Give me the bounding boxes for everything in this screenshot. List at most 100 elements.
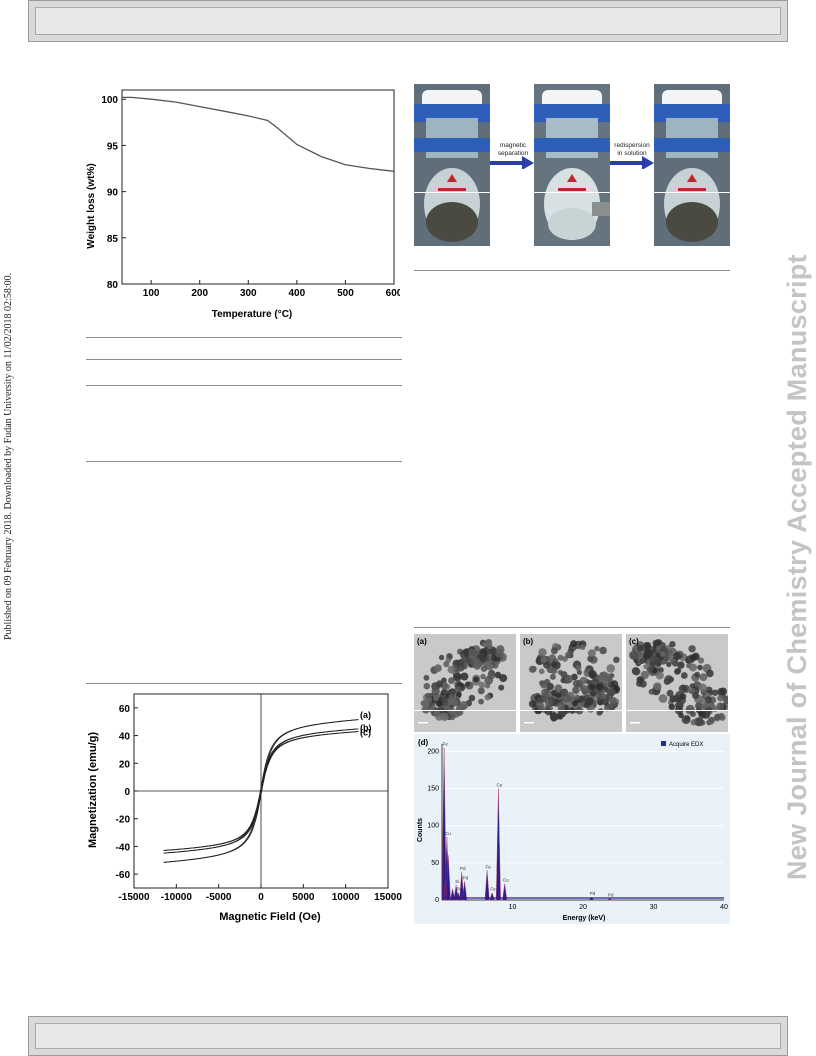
- nanoparticle: [559, 709, 566, 717]
- publication-note: Published on 09 February 2018. Downloade…: [3, 272, 14, 640]
- tga-curve: [122, 96, 395, 172]
- x-tick-label: 15000: [374, 892, 402, 903]
- nanoparticle: [654, 657, 662, 665]
- nanoparticle: [602, 674, 608, 680]
- nanoparticle: [478, 681, 486, 689]
- y-tick-label: 0: [124, 787, 130, 798]
- y-tick-label: 20: [119, 759, 131, 770]
- series-label: (a): [360, 710, 371, 720]
- nanoparticle: [452, 672, 462, 682]
- vsm-x-axis-label: Magnetic Field (Oe): [219, 911, 321, 923]
- nanoparticle: [423, 674, 430, 681]
- series-label: (c): [360, 728, 371, 738]
- nanoparticle: [482, 642, 488, 648]
- nanoparticle: [441, 696, 448, 703]
- nanoparticle: [570, 640, 578, 648]
- edx-peak: [484, 870, 490, 901]
- nanoparticle: [666, 689, 674, 697]
- nanoparticle: [464, 656, 473, 665]
- nanoparticle: [596, 683, 604, 691]
- nanoparticle: [694, 671, 701, 678]
- nanoparticle: [499, 674, 508, 683]
- nanoparticle: [713, 714, 721, 722]
- vial-photo-1: [414, 84, 490, 246]
- peak-label: Fe: [490, 887, 496, 892]
- nanoparticle: [540, 657, 547, 664]
- x-tick-label: 20: [579, 904, 587, 911]
- tga-x-axis-label: Temperature (°C): [212, 309, 293, 320]
- peak-label: Pd: [608, 893, 614, 898]
- nanoparticle: [422, 700, 430, 709]
- nanoparticle: [691, 652, 700, 661]
- nanoparticle: [604, 704, 611, 712]
- panel-label: (a): [417, 637, 427, 646]
- nanoparticle: [434, 664, 442, 673]
- nanoparticle: [708, 716, 715, 723]
- nanoparticle: [653, 682, 662, 691]
- y-tick-label: 60: [119, 704, 131, 715]
- nanoparticle: [587, 649, 596, 658]
- nanoparticle: [574, 694, 580, 700]
- nanoparticle: [425, 692, 431, 699]
- nanoparticle: [673, 694, 681, 703]
- nanoparticle: [461, 663, 468, 670]
- nanoparticle: [689, 663, 697, 672]
- peak-label: Fe: [442, 742, 448, 747]
- x-tick-label: 5000: [292, 892, 315, 903]
- scan-line: [414, 192, 730, 193]
- footer-bar: [28, 1016, 788, 1056]
- nanoparticle: [643, 641, 652, 650]
- nanoparticle: [486, 662, 494, 671]
- nanoparticle: [551, 668, 558, 675]
- y-tick-label: -60: [116, 870, 131, 881]
- nanoparticle: [536, 696, 544, 704]
- nanoparticle: [528, 700, 537, 708]
- nanoparticle: [539, 680, 548, 689]
- edx-peak: [495, 788, 501, 901]
- x-tick-label: 10: [509, 904, 517, 911]
- arrow-icon: [490, 156, 534, 169]
- x-tick-label: 300: [240, 288, 257, 299]
- nanoparticle: [479, 648, 486, 655]
- nanoparticle: [478, 653, 488, 663]
- nanoparticle: [719, 687, 727, 696]
- nanoparticle: [689, 683, 695, 689]
- nanoparticle: [433, 695, 439, 702]
- nanoparticle: [484, 675, 494, 685]
- x-tick-label: 10000: [332, 892, 360, 903]
- nanoparticle: [436, 680, 444, 688]
- nanoparticle: [551, 661, 558, 668]
- nanoparticle: [660, 651, 666, 657]
- nanoparticle: [579, 644, 586, 650]
- nanoparticle: [498, 684, 505, 691]
- nanoparticle: [668, 703, 675, 710]
- nanoparticle: [646, 666, 654, 673]
- nanoparticle: [538, 648, 547, 657]
- x-tick-label: 30: [650, 904, 658, 911]
- nanoparticle: [633, 668, 641, 676]
- nanoparticle: [484, 694, 491, 701]
- nanoparticle: [460, 650, 469, 660]
- vial-photo-2: [534, 84, 610, 246]
- nanoparticle: [645, 650, 653, 658]
- x-tick-label: -15000: [118, 892, 150, 903]
- nanoparticle: [669, 641, 676, 648]
- arrow-label-line: magnetic: [499, 142, 527, 149]
- legend-label: Acquire EDX: [669, 742, 703, 748]
- nanoparticle: [541, 688, 549, 697]
- arrow-label-1: magnetic separation: [490, 142, 536, 158]
- journal-watermark: New Journal of Chemistry Accepted Manusc…: [782, 254, 812, 880]
- nanoparticle: [681, 715, 691, 724]
- nanoparticle: [629, 651, 639, 661]
- nanoparticle: [557, 654, 564, 661]
- nanoparticle: [689, 688, 695, 694]
- edx-peak: [459, 871, 465, 901]
- peak-label: Cu: [503, 878, 509, 883]
- nanoparticle: [649, 660, 656, 668]
- nanoparticle: [602, 679, 608, 686]
- nanoparticle: [682, 686, 688, 692]
- nanoparticle: [448, 677, 455, 684]
- nanoparticle: [636, 644, 644, 652]
- nanoparticle: [478, 698, 484, 705]
- x-tick-label: 100: [143, 288, 160, 299]
